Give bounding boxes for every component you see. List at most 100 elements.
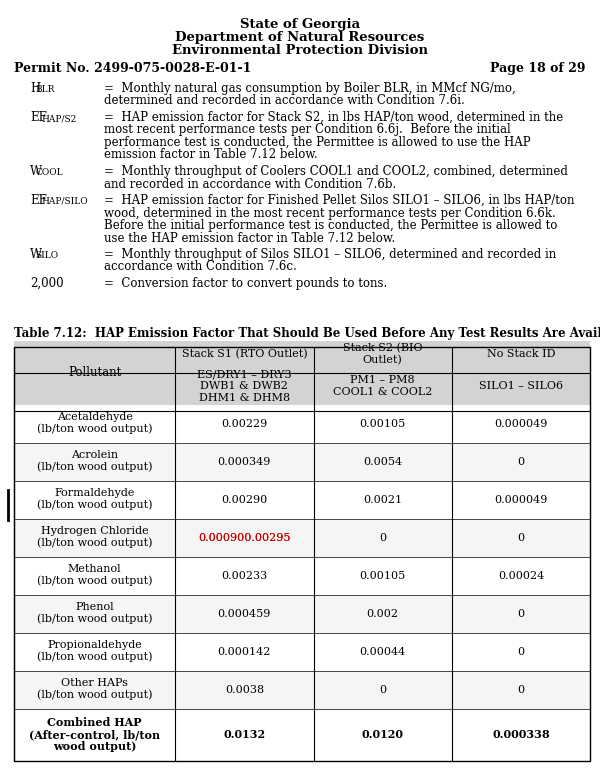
Text: performance test is conducted, the Permittee is allowed to use the HAP: performance test is conducted, the Permi… (104, 136, 530, 149)
Bar (14, 443, 590, 481)
Text: (After-control, lb/ton: (After-control, lb/ton (29, 729, 160, 740)
Text: 0.000459: 0.000459 (218, 609, 271, 619)
Text: 0.0038: 0.0038 (225, 685, 264, 695)
Bar (14, 671, 590, 709)
Text: Hydrogen Chloride: Hydrogen Chloride (41, 526, 148, 536)
Text: Methanol: Methanol (68, 564, 121, 574)
Text: SILO: SILO (35, 251, 59, 260)
Text: EF: EF (30, 194, 47, 207)
Text: =  Conversion factor to convert pounds to tons.: = Conversion factor to convert pounds to… (104, 277, 387, 290)
Text: No Stack ID: No Stack ID (487, 349, 555, 359)
Text: COOL: COOL (35, 168, 63, 177)
Text: HAP/SILO: HAP/SILO (41, 197, 88, 206)
Text: W: W (30, 165, 42, 178)
Text: BLR: BLR (35, 85, 55, 94)
Text: 0.0054: 0.0054 (363, 457, 402, 467)
Text: (lb/ton wood output): (lb/ton wood output) (37, 424, 152, 435)
Bar (14, 557, 590, 595)
Bar (14, 633, 590, 671)
Text: 0.000142: 0.000142 (218, 647, 271, 657)
Text: Page 18 of 29: Page 18 of 29 (491, 62, 586, 75)
Text: Acrolein: Acrolein (71, 450, 118, 460)
Text: =  Monthly natural gas consumption by Boiler BLR, in MMcf NG/mo,: = Monthly natural gas consumption by Boi… (104, 82, 516, 95)
Text: (lb/ton wood output): (lb/ton wood output) (37, 652, 152, 662)
Bar (175, 341, 314, 405)
Bar (14, 347, 590, 761)
Text: 0.000349: 0.000349 (218, 457, 271, 467)
Text: Department of Natural Resources: Department of Natural Resources (175, 31, 425, 44)
Text: (lb/ton wood output): (lb/ton wood output) (37, 462, 152, 473)
Text: most recent performance tests per Condition 6.6j.  Before the initial: most recent performance tests per Condit… (104, 123, 511, 137)
Text: Before the initial performance test is conducted, the Permittee is allowed to: Before the initial performance test is c… (104, 219, 557, 232)
Text: 2,000: 2,000 (30, 277, 64, 290)
Text: Environmental Protection Division: Environmental Protection Division (172, 44, 428, 57)
Text: 0.0120: 0.0120 (362, 729, 404, 740)
Text: SILO1 – SILO6: SILO1 – SILO6 (479, 381, 563, 391)
Text: accordance with Condition 7.6c.: accordance with Condition 7.6c. (104, 261, 297, 273)
Text: 0.000049: 0.000049 (494, 495, 548, 505)
Text: W: W (30, 248, 42, 261)
Text: and recorded in accordance with Condition 7.6b.: and recorded in accordance with Conditio… (104, 178, 396, 190)
Text: 0.000049: 0.000049 (494, 419, 548, 429)
Bar (14, 595, 590, 633)
Text: 0.0132: 0.0132 (223, 729, 265, 740)
Bar (14, 709, 590, 761)
Text: 0.00290: 0.00290 (221, 495, 268, 505)
Text: State of Georgia: State of Georgia (240, 18, 360, 31)
Text: =  HAP emission factor for Finished Pellet Silos SILO1 – SILO6, in lbs HAP/ton: = HAP emission factor for Finished Pelle… (104, 194, 575, 207)
Bar (14, 481, 590, 519)
Text: 0.00233: 0.00233 (221, 571, 268, 581)
Text: =  HAP emission factor for Stack S2, in lbs HAP/ton wood, determined in the: = HAP emission factor for Stack S2, in l… (104, 111, 563, 124)
Text: HAP/S2: HAP/S2 (41, 114, 76, 123)
Text: 0.002: 0.002 (367, 609, 398, 619)
Text: determined and recorded in accordance with Condition 7.6i.: determined and recorded in accordance wi… (104, 95, 465, 108)
Text: 0.000900.00295: 0.000900.00295 (198, 533, 290, 543)
Text: wood, determined in the most recent performance tests per Condition 6.6k.: wood, determined in the most recent perf… (104, 206, 556, 220)
Text: Phenol: Phenol (76, 602, 114, 612)
Text: 0: 0 (517, 647, 524, 657)
Text: Stack S2 (BIO
Outlet): Stack S2 (BIO Outlet) (343, 343, 422, 365)
Text: H: H (30, 82, 40, 95)
Text: 0: 0 (517, 609, 524, 619)
Text: PM1 – PM8
COOL1 & COOL2: PM1 – PM8 COOL1 & COOL2 (333, 376, 433, 397)
Text: =  Monthly throughput of Silos SILO1 – SILO6, determined and recorded in: = Monthly throughput of Silos SILO1 – SI… (104, 248, 556, 261)
Text: Combined HAP: Combined HAP (47, 718, 142, 729)
Text: (lb/ton wood output): (lb/ton wood output) (37, 690, 152, 700)
Text: 0.0021: 0.0021 (363, 495, 402, 505)
Text: 0: 0 (379, 533, 386, 543)
Text: (lb/ton wood output): (lb/ton wood output) (37, 500, 152, 511)
Text: Permit No. 2499-075-0028-E-01-1: Permit No. 2499-075-0028-E-01-1 (14, 62, 251, 75)
Text: Propionaldehyde: Propionaldehyde (47, 640, 142, 650)
Text: 0.00105: 0.00105 (359, 419, 406, 429)
Text: Formaldehyde: Formaldehyde (55, 488, 135, 498)
Text: =  Monthly throughput of Coolers COOL1 and COOL2, combined, determined: = Monthly throughput of Coolers COOL1 an… (104, 165, 568, 178)
Text: emission factor in Table 7.12 below.: emission factor in Table 7.12 below. (104, 148, 318, 161)
Text: 0: 0 (517, 685, 524, 695)
Text: Stack S1 (RTO Outlet): Stack S1 (RTO Outlet) (182, 349, 307, 359)
Bar (314, 341, 452, 405)
Text: (lb/ton wood output): (lb/ton wood output) (37, 538, 152, 549)
Text: Acetaldehyde: Acetaldehyde (57, 412, 133, 422)
Text: Other HAPs: Other HAPs (61, 678, 128, 688)
Bar (452, 341, 590, 405)
Text: EF: EF (30, 111, 47, 124)
Bar (14, 341, 175, 405)
Text: Pollutant: Pollutant (68, 366, 121, 379)
Text: ES/DRY1 – DRY3
DWB1 & DWB2
DHM1 & DHM8: ES/DRY1 – DRY3 DWB1 & DWB2 DHM1 & DHM8 (197, 369, 292, 403)
Text: (lb/ton wood output): (lb/ton wood output) (37, 576, 152, 587)
Text: 0.00105: 0.00105 (359, 571, 406, 581)
Text: 0.000900.00295: 0.000900.00295 (198, 533, 290, 543)
Text: 0.000338: 0.000338 (492, 729, 550, 740)
Text: (lb/ton wood output): (lb/ton wood output) (37, 614, 152, 624)
Text: 0: 0 (517, 457, 524, 467)
Text: 0.00024: 0.00024 (498, 571, 544, 581)
Bar (14, 519, 590, 557)
Text: 0: 0 (379, 685, 386, 695)
Text: 0: 0 (517, 533, 524, 543)
Text: 0.00044: 0.00044 (359, 647, 406, 657)
Text: use the HAP emission factor in Table 7.12 below.: use the HAP emission factor in Table 7.1… (104, 231, 395, 244)
Text: 0.00229: 0.00229 (221, 419, 268, 429)
Text: Table 7.12:  HAP Emission Factor That Should Be Used Before Any Test Results Are: Table 7.12: HAP Emission Factor That Sho… (14, 327, 600, 340)
Bar (14, 405, 590, 443)
Text: wood output): wood output) (53, 742, 136, 753)
